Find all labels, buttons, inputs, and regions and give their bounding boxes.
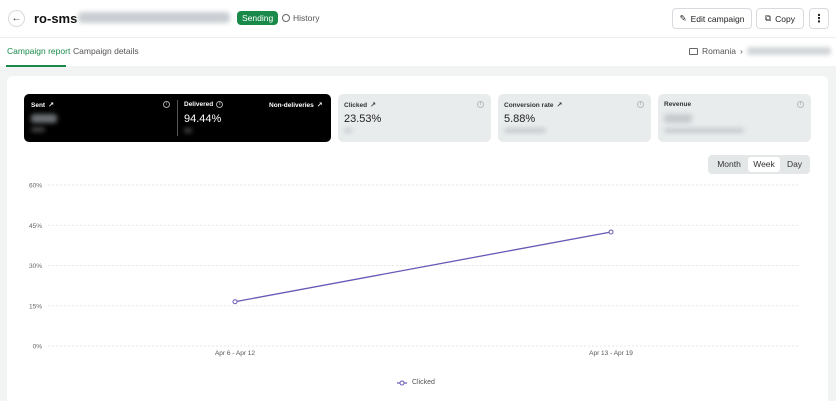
edit-campaign-button[interactable]: ✎ Edit campaign <box>672 8 752 29</box>
breadcrumb-separator: › <box>740 46 743 56</box>
period-toggle: Month Week Day <box>708 155 810 174</box>
tab-campaign-report[interactable]: Campaign report <box>7 46 71 56</box>
arrow-left-icon: ← <box>11 13 22 24</box>
status-badge: Sending <box>237 11 279 25</box>
conversion-sub-redacted <box>504 128 546 133</box>
info-icon[interactable]: i <box>216 101 224 108</box>
back-button[interactable]: ← <box>8 10 25 27</box>
info-icon[interactable]: i <box>477 101 484 108</box>
info-icon[interactable]: i <box>637 101 644 108</box>
y-tick-label: 60% <box>29 183 42 190</box>
page-title: ro-sms <box>34 11 78 26</box>
copy-icon: ⧉ <box>765 13 772 23</box>
y-tick-label: 45% <box>29 223 42 230</box>
external-link-icon[interactable]: ↗ <box>556 102 563 109</box>
conversion-value: 5.88% <box>504 113 536 125</box>
history-label: History <box>293 13 320 23</box>
chart-legend[interactable]: Clicked <box>397 379 435 386</box>
non-deliveries-label: Non-deliveries <box>269 101 314 109</box>
history-link[interactable]: History <box>282 13 319 23</box>
history-icon <box>282 14 290 22</box>
non-deliveries-label-group: Non-deliveries ↗ <box>269 101 323 110</box>
legend-marker <box>397 380 407 385</box>
clicked-card: Clicked ↗ i 23.53% <box>338 94 491 142</box>
y-tick-label: 15% <box>29 303 42 310</box>
period-day[interactable]: Day <box>786 159 803 169</box>
conversion-label: Conversion rate <box>504 101 554 109</box>
external-link-icon[interactable]: ↗ <box>316 102 323 109</box>
more-button[interactable]: ⋮ <box>809 8 829 29</box>
x-tick-label: Apr 6 - Apr 12 <box>215 350 255 357</box>
breadcrumb-country[interactable]: Romania <box>702 46 737 56</box>
period-month[interactable]: Month <box>717 159 741 169</box>
legend-label: Clicked <box>412 379 435 386</box>
conversion-label-group: Conversion rate ↗ <box>504 101 563 110</box>
revenue-value-redacted <box>664 114 692 123</box>
series-line-clicked <box>234 231 612 303</box>
kebab-icon: ⋮ <box>813 13 825 25</box>
external-link-icon[interactable]: ↗ <box>48 102 54 109</box>
sent-label: Sent <box>31 101 46 109</box>
top-bar: ← ro-sms Sending History ✎ Edit campaign… <box>0 0 836 37</box>
sent-value-redacted <box>31 114 57 123</box>
breadcrumb-campaign-redacted <box>746 47 831 55</box>
revenue-card: Revenue i <box>658 94 811 142</box>
revenue-sub-redacted <box>664 128 744 133</box>
info-icon[interactable]: i <box>163 101 170 108</box>
conversion-card: Conversion rate ↗ i 5.88% <box>498 94 651 142</box>
clicked-label: Clicked <box>344 101 368 109</box>
card-divider <box>177 100 178 136</box>
info-icon[interactable]: i <box>797 101 804 108</box>
delivered-value: 94.44% <box>184 113 222 125</box>
copy-label: Copy <box>775 13 795 24</box>
delivered-label: Delivered <box>184 101 214 108</box>
delivered-label-group: Delivered i <box>184 101 224 108</box>
tab-bar: Campaign report Campaign details Romania… <box>0 37 836 67</box>
edit-campaign-label: Edit campaign <box>690 13 745 24</box>
delivered-sub-redacted <box>184 128 192 133</box>
sent-label-group: Sent ↗ <box>31 101 54 110</box>
active-tab-indicator <box>6 65 66 67</box>
pencil-icon: ✎ <box>679 13 687 23</box>
y-tick-label: 0% <box>33 344 43 351</box>
folder-icon <box>689 47 698 55</box>
campaign-name-redacted <box>78 12 230 23</box>
y-tick-label: 30% <box>29 263 42 270</box>
copy-button[interactable]: ⧉ Copy <box>756 8 804 29</box>
data-point[interactable] <box>232 299 238 305</box>
external-link-icon[interactable]: ↗ <box>370 102 376 109</box>
clicked-label-group: Clicked ↗ <box>344 101 376 110</box>
clicked-value: 23.53% <box>344 113 382 125</box>
sent-sub-redacted <box>31 127 45 132</box>
data-point[interactable] <box>608 229 614 235</box>
x-tick-label: Apr 13 - Apr 19 <box>589 350 633 357</box>
revenue-label: Revenue <box>664 101 692 108</box>
breadcrumb: Romania › <box>689 46 831 56</box>
tab-campaign-details[interactable]: Campaign details <box>73 46 139 56</box>
period-week[interactable]: Week <box>748 157 780 172</box>
sent-delivered-card: Sent ↗ i Delivered i 94.44% Non-deliveri… <box>24 94 331 142</box>
clicked-sub-redacted <box>344 128 352 133</box>
